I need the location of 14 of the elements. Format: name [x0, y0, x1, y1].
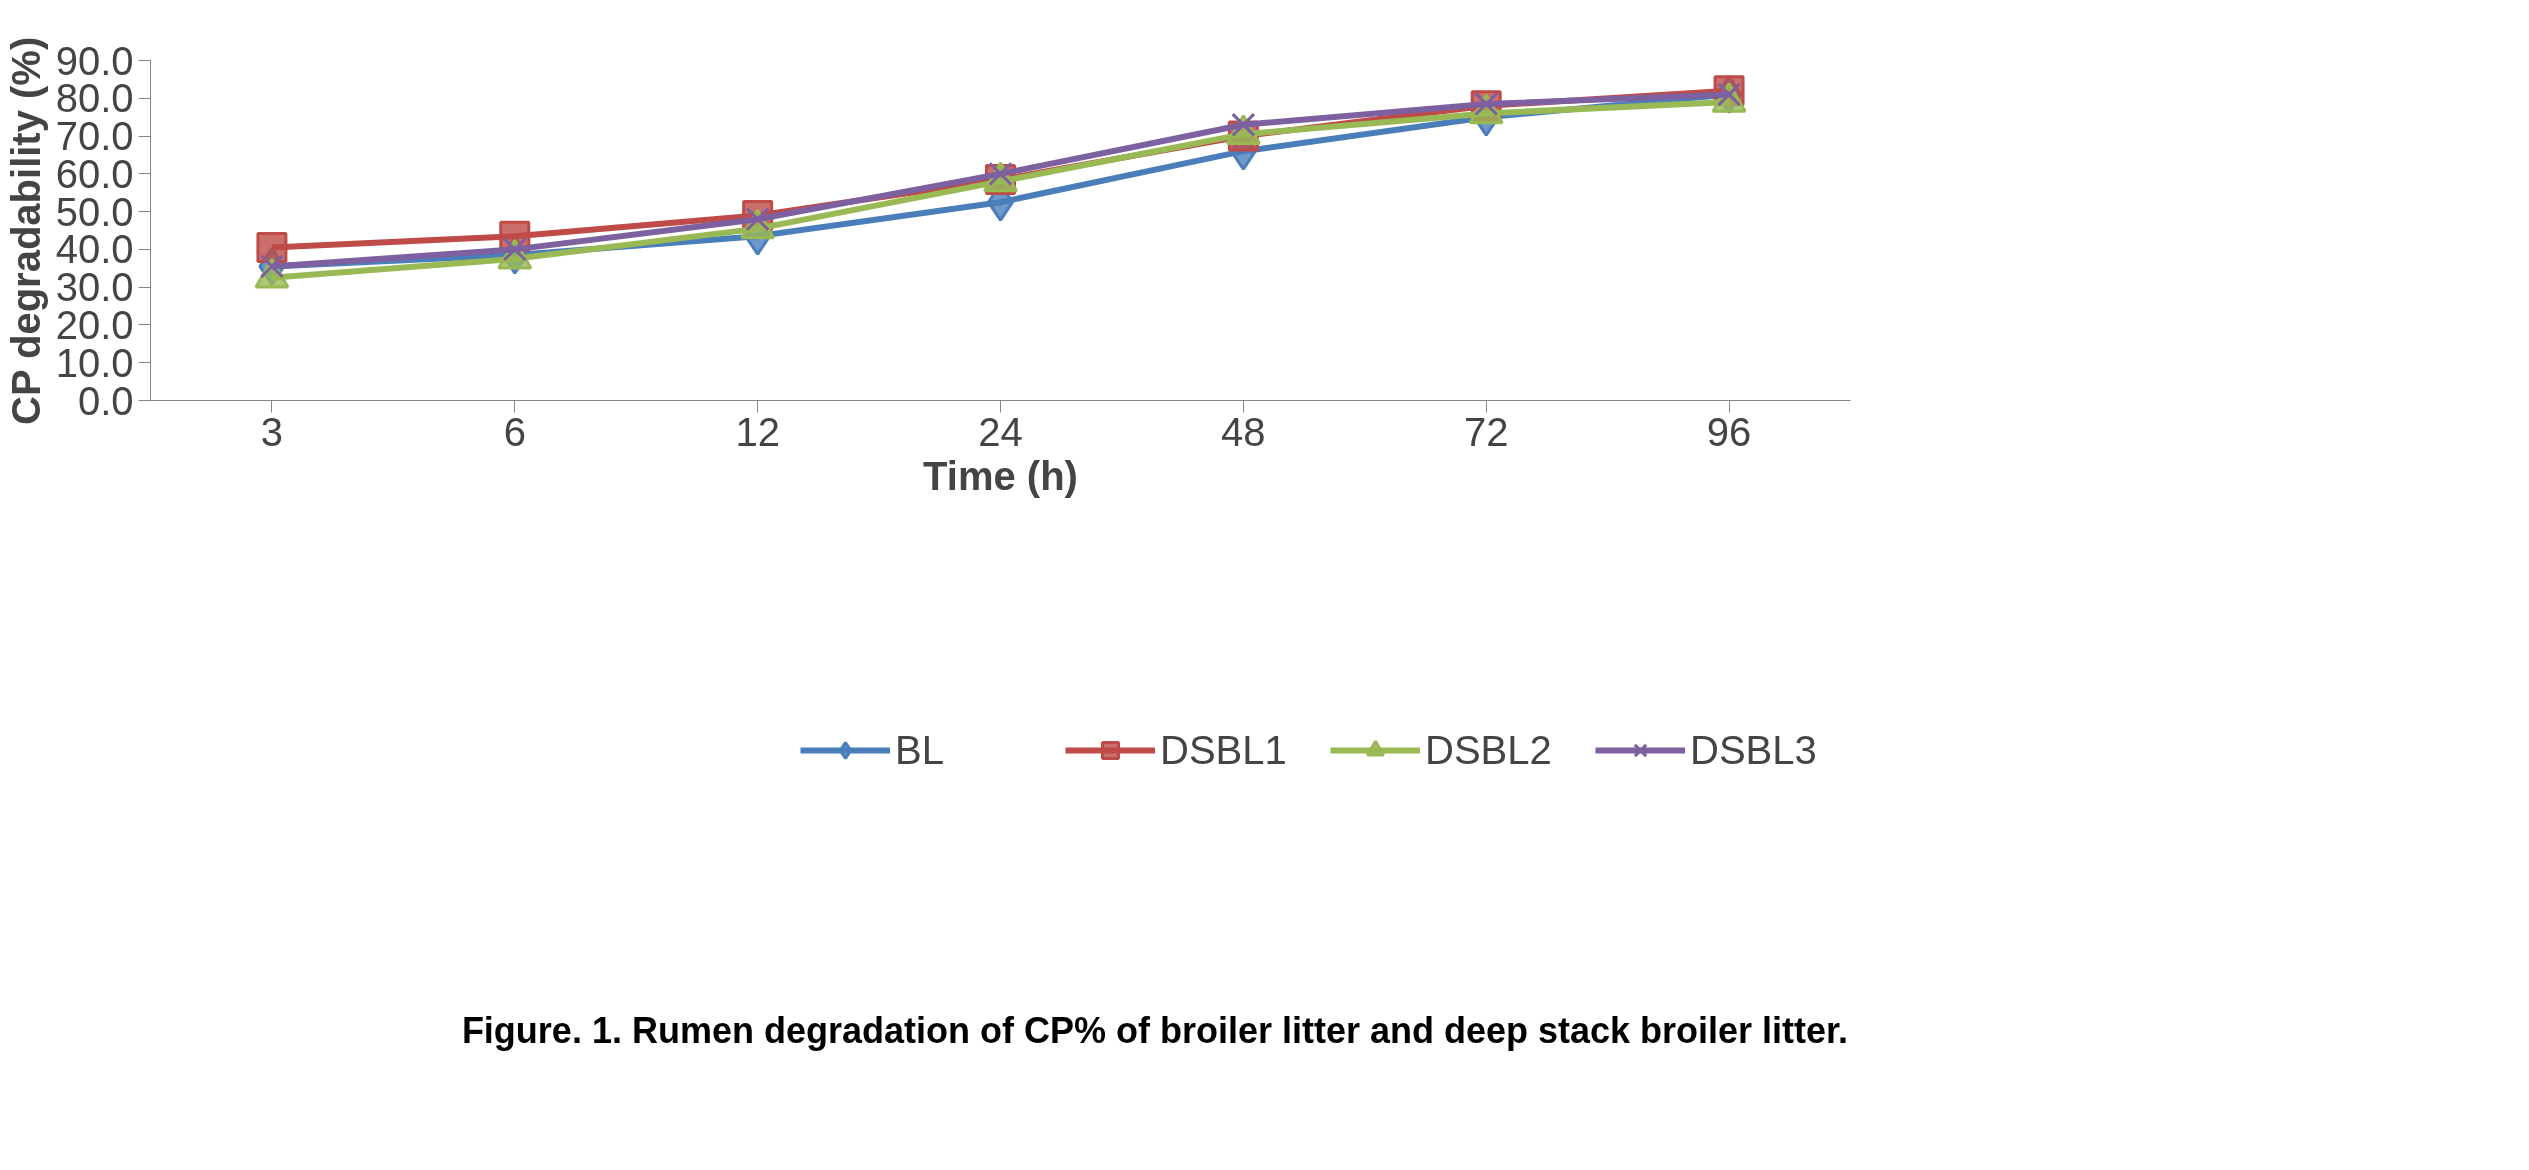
y-axis-title: CP degradability (%)	[3, 36, 48, 425]
legend-label: DSBL1	[1160, 727, 1288, 773]
x-tick-label: 96	[1706, 409, 1752, 454]
x-tick-label: 6	[503, 409, 526, 454]
x-tick-label: 48	[1221, 409, 1266, 454]
legend-label: DSBL2	[1425, 727, 1553, 773]
x-axis-title: Time (h)	[923, 453, 1078, 498]
text: Figure. 1. Rumen degradation of CP% of broiler litter and deep stack broiler litter.	[461, 1009, 1849, 1053]
legend-label: BL	[895, 727, 945, 773]
x-tick-label: 24	[978, 409, 1023, 454]
x-tick-label: 3	[260, 409, 284, 454]
x-tick-label: 72	[1463, 409, 1509, 454]
x-tick-label: 12	[735, 409, 780, 454]
legend-label: DSBL3	[1690, 727, 1818, 773]
